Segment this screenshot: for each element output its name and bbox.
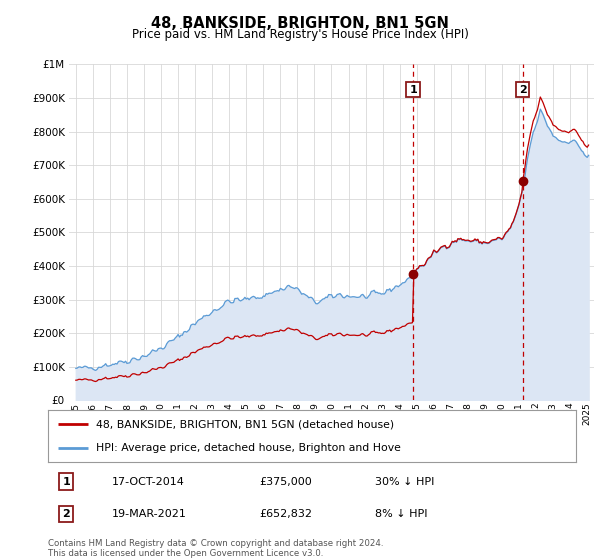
Text: Contains HM Land Registry data © Crown copyright and database right 2024.
This d: Contains HM Land Registry data © Crown c…: [48, 539, 383, 558]
Text: HPI: Average price, detached house, Brighton and Hove: HPI: Average price, detached house, Brig…: [95, 443, 400, 453]
Text: 2: 2: [62, 509, 70, 519]
Text: 1: 1: [62, 477, 70, 487]
Text: 8% ↓ HPI: 8% ↓ HPI: [376, 509, 428, 519]
Text: 48, BANKSIDE, BRIGHTON, BN1 5GN (detached house): 48, BANKSIDE, BRIGHTON, BN1 5GN (detache…: [95, 419, 394, 430]
Text: £375,000: £375,000: [259, 477, 312, 487]
Text: 19-MAR-2021: 19-MAR-2021: [112, 509, 186, 519]
Text: Price paid vs. HM Land Registry's House Price Index (HPI): Price paid vs. HM Land Registry's House …: [131, 28, 469, 41]
Text: 48, BANKSIDE, BRIGHTON, BN1 5GN: 48, BANKSIDE, BRIGHTON, BN1 5GN: [151, 16, 449, 31]
Text: 17-OCT-2014: 17-OCT-2014: [112, 477, 184, 487]
Text: £652,832: £652,832: [259, 509, 312, 519]
Text: 2: 2: [519, 85, 526, 95]
Text: 30% ↓ HPI: 30% ↓ HPI: [376, 477, 435, 487]
Text: 1: 1: [409, 85, 417, 95]
